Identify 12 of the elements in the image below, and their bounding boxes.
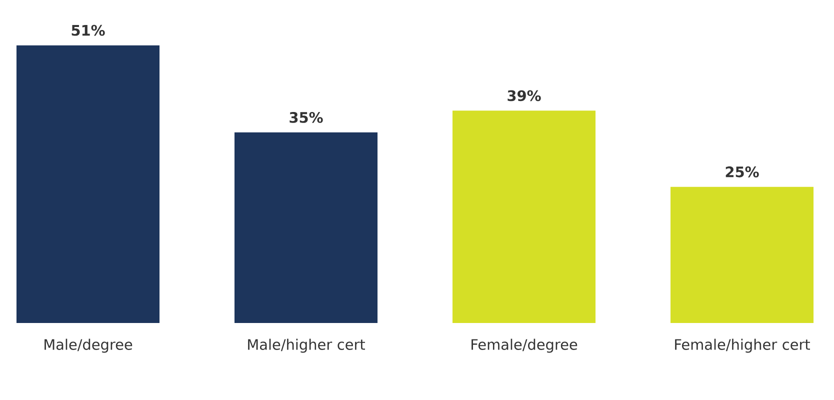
x-tick-label: Female/higher cert xyxy=(675,338,810,353)
data-label: 39% xyxy=(508,90,541,102)
bar xyxy=(670,186,814,323)
data-label: 35% xyxy=(290,112,323,123)
data-label: 25% xyxy=(726,166,759,178)
bar xyxy=(234,132,378,323)
bar xyxy=(16,45,160,323)
x-tick-label: Male/higher cert xyxy=(248,338,365,353)
data-label: 51% xyxy=(72,24,105,36)
x-tick-label: Male/degree xyxy=(44,338,132,353)
x-tick-label: Female/degree xyxy=(472,338,578,353)
bar xyxy=(452,110,596,323)
